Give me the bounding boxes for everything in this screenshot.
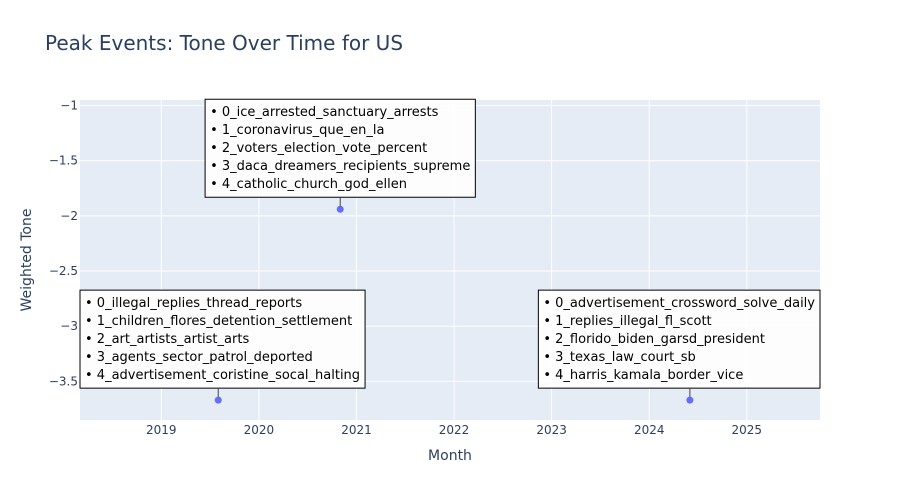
chart-title: Peak Events: Tone Over Time for US [45, 31, 403, 55]
y-tick-label: −2.5 [49, 264, 78, 278]
annotation-line: • 4_advertisement_coristine_socal_haltin… [85, 368, 360, 383]
x-tick-label: 2022 [439, 423, 470, 437]
y-axis-title: Weighted Tone [19, 209, 35, 312]
data-point [214, 396, 222, 404]
x-tick-label: 2020 [244, 423, 275, 437]
annotation-line: • 0_ice_arrested_sanctuary_arrests [210, 105, 439, 120]
data-point [336, 205, 344, 213]
annotation-line: • 0_advertisement_crossword_solve_daily [543, 296, 815, 311]
annotation-line: • 1_coronavirus_que_en_la [210, 123, 384, 138]
annotation-line: • 3_daca_dreamers_recipients_supreme [210, 159, 470, 174]
x-tick-label: 2023 [536, 423, 567, 437]
data-point [686, 396, 694, 404]
x-tick-label: 2025 [732, 423, 763, 437]
annotation-box [204, 98, 476, 198]
annotations: • 0_illegal_replies_thread_reports • 1_ch… [79, 98, 821, 398]
annotation-line: • 2_florido_biden_garsd_president [543, 332, 765, 347]
y-tick-label: −3.5 [49, 374, 78, 388]
x-tick-label: 2021 [341, 423, 372, 437]
annotation-line: • 2_art_artists_artist_arts [85, 332, 249, 347]
annotation-line: • 4_catholic_church_god_ellen [210, 177, 407, 192]
y-tick-label: −1.5 [49, 154, 78, 168]
annotation: • 0_advertisement_crossword_solve_daily •… [537, 289, 821, 398]
x-tick-label: 2019 [146, 423, 177, 437]
annotation-line: • 0_illegal_replies_thread_reports [85, 296, 302, 311]
y-tick-label: −3 [60, 319, 78, 333]
x-tick-labels: 2019 2020 2021 2022 2023 2024 2025 [146, 423, 762, 437]
annotation: • 0_illegal_replies_thread_reports • 1_ch… [79, 289, 366, 398]
x-axis-title: Month [428, 448, 472, 464]
annotation-line: • 3_texas_law_court_sb [543, 350, 695, 365]
annotation-line: • 1_replies_illegal_fl_scott [543, 314, 711, 329]
y-tick-label: −1 [60, 99, 78, 113]
annotation-line: • 3_agents_sector_patrol_deported [85, 350, 313, 365]
annotation: • 0_ice_arrested_sanctuary_arrests • 1_co… [204, 98, 476, 207]
data-points [214, 205, 694, 404]
annotation-line: • 1_children_flores_detention_settlement [85, 314, 352, 329]
annotation-box [537, 289, 821, 389]
y-tick-labels: −1 −1.5 −2 −2.5 −3 −3.5 [49, 99, 78, 389]
x-tick-label: 2024 [634, 423, 665, 437]
annotation-line: • 4_harris_kamala_border_vice [543, 368, 743, 383]
annotation-box [79, 289, 366, 389]
annotation-line: • 2_voters_election_vote_percent [210, 141, 427, 156]
y-tick-label: −2 [60, 209, 78, 223]
